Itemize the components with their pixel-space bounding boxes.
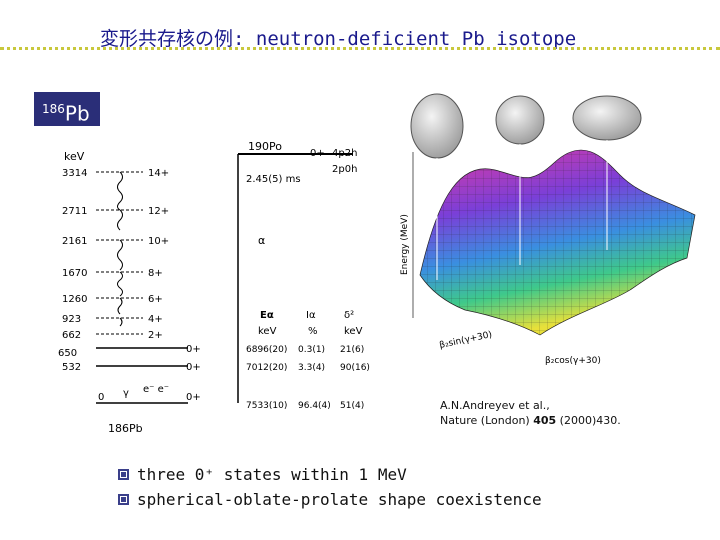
slide-title: 変形共存核の例: neutron-deficient Pb isotope	[100, 28, 577, 50]
header-e-unit: keV	[258, 326, 277, 337]
level-energy: 923	[62, 314, 81, 325]
oblate-shape-icon	[572, 95, 642, 141]
gamma-label: γ	[123, 388, 129, 399]
z-axis-label: Energy (MeV)	[400, 214, 410, 275]
bullet-item: three 0⁺ states within 1 MeV	[118, 462, 542, 487]
citation-volume: 405	[533, 414, 557, 427]
level-energy: 1260	[62, 294, 87, 305]
level-spin: 10+	[148, 236, 169, 247]
energy-surface-plot: Energy (MeV) β₂cos(γ+30) β₂sin(γ+30)	[400, 93, 696, 365]
state-spin: 0+	[186, 362, 201, 373]
bullet-box-icon	[118, 469, 129, 480]
bullet-box-icon	[118, 494, 129, 505]
citation-journal: Nature (London)	[440, 414, 534, 427]
level-energy: 0	[98, 392, 104, 403]
title-underline	[0, 47, 720, 50]
state-spin: 0+	[186, 392, 201, 403]
row-d: 90(16)	[340, 363, 370, 373]
header-d: δ²	[344, 310, 354, 321]
pb-label: 186Pb	[108, 422, 143, 435]
gamma-cascade	[117, 171, 123, 327]
citation: A.N.Andreyev et al., Nature (London) 405…	[440, 398, 621, 428]
yrast-levels: 3314 14+ 2711 12+ 2161 10+ 1670 8+ 1260 …	[62, 168, 169, 341]
level-energy: 532	[62, 362, 81, 373]
level-energy: 3314	[62, 168, 87, 179]
level-spin: 14+	[148, 168, 169, 179]
level-spin: 2+	[148, 330, 163, 341]
bullet-text: spherical-oblate-prolate shape coexisten…	[137, 490, 542, 509]
header-e: Eα	[260, 310, 274, 321]
level-energy: 662	[62, 330, 81, 341]
bullet-text: three 0⁺ states within 1 MeV	[137, 465, 407, 484]
row-e: 6896(20)	[246, 345, 287, 355]
header-i-unit: %	[308, 326, 318, 337]
spherical-shape-icon	[495, 95, 545, 145]
level-scheme: keV 3314 14+ 2711 12+ 2161 10+ 1670 8+ 1…	[58, 140, 370, 435]
level-spin: 8+	[148, 268, 163, 279]
row-d: 51(4)	[340, 401, 364, 411]
conversion-label: e⁻ e⁻	[143, 384, 169, 395]
prolate-shape-icon	[410, 93, 464, 159]
row-e: 7012(20)	[246, 363, 287, 373]
po-state: 0+	[310, 148, 325, 159]
level-energy: 1670	[62, 268, 87, 279]
citation-journal-line: Nature (London) 405 (2000)430.	[440, 413, 621, 428]
nucleus-badge: 186Pb	[34, 92, 100, 126]
citation-authors: A.N.Andreyev et al.,	[440, 399, 550, 412]
po-label: 190Po	[248, 140, 282, 153]
state-spin: 0+	[186, 344, 201, 355]
bullet-item: spherical-oblate-prolate shape coexisten…	[118, 487, 542, 512]
row-i: 3.3(4)	[298, 363, 325, 373]
header-d-unit: keV	[344, 326, 363, 337]
y-axis-label: β₂sin(γ+30)	[439, 330, 494, 351]
row-i: 96.4(4)	[298, 401, 331, 411]
badge-element: Pb	[64, 101, 90, 126]
po-halflife: 2.45(5) ms	[246, 174, 301, 185]
alpha-label: α	[258, 234, 265, 247]
bullet-list: three 0⁺ states within 1 MeV spherical-o…	[118, 462, 542, 512]
badge-mass: 186	[42, 102, 65, 116]
level-spin: 12+	[148, 206, 169, 217]
level-energy: 2161	[62, 236, 87, 247]
unit-label: keV	[64, 150, 85, 163]
level-energy: 2711	[62, 206, 87, 217]
level-energy: 650	[58, 348, 77, 359]
x-axis-label: β₂cos(γ+30)	[545, 356, 601, 365]
citation-pages: (2000)430.	[556, 414, 621, 427]
level-spin: 6+	[148, 294, 163, 305]
row-d: 21(6)	[340, 345, 364, 355]
po-config-bottom: 2p0h	[332, 164, 357, 175]
row-i: 0.3(1)	[298, 345, 325, 355]
level-spin: 4+	[148, 314, 163, 325]
row-e: 7533(10)	[246, 401, 287, 411]
po-config-top: 4p2h	[332, 148, 357, 159]
header-i: Iα	[306, 310, 316, 321]
